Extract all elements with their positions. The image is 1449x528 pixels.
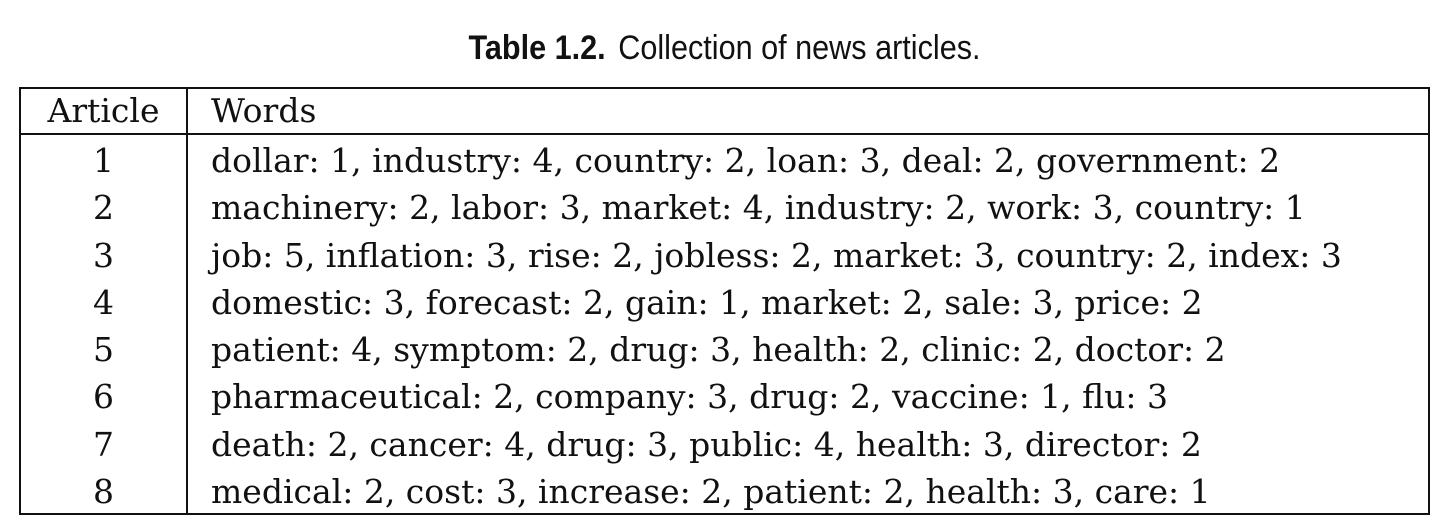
article-number: 1 [93, 141, 114, 180]
table-row: 1 dollar: 1, industry: 4, country: 2, lo… [21, 137, 1428, 184]
table-body: 1 dollar: 1, industry: 4, country: 2, lo… [21, 137, 1428, 515]
table-caption: Table 1.2. Collection of news articles. [72, 28, 1376, 68]
table-row: 5 patient: 4, symptom: 2, drug: 3, healt… [21, 326, 1428, 373]
article-number: 2 [93, 188, 114, 228]
article-number: 5 [93, 330, 114, 370]
article-words: medical: 2, cost: 3, increase: 2, patien… [211, 472, 1211, 512]
article-number: 4 [93, 282, 114, 322]
table-row: 4 domestic: 3, forecast: 2, gain: 1, mar… [21, 279, 1428, 326]
table-caption-text: Collection of news articles. [618, 29, 981, 67]
table-header-row: Article Words [21, 89, 1428, 135]
table-row: 7 death: 2, cancer: 4, drug: 3, public: … [21, 421, 1428, 468]
column-divider [186, 89, 188, 513]
article-words: domestic: 3, forecast: 2, gain: 1, marke… [211, 282, 1203, 322]
article-number: 6 [93, 377, 114, 417]
article-words: death: 2, cancer: 4, drug: 3, public: 4,… [211, 424, 1202, 464]
article-words: patient: 4, symptom: 2, drug: 3, health:… [211, 330, 1226, 370]
table-row: 8 medical: 2, cost: 3, increase: 2, pati… [21, 468, 1428, 515]
article-words: pharmaceutical: 2, company: 3, drug: 2, … [211, 377, 1169, 417]
article-words: machinery: 2, labor: 3, market: 4, indus… [211, 188, 1306, 228]
table-caption-label: Table 1.2. [468, 29, 606, 67]
article-words: dollar: 1, industry: 4, country: 2, loan… [211, 141, 1281, 180]
table-row: 6 pharmaceutical: 2, company: 3, drug: 2… [21, 373, 1428, 420]
table-row: 3 job: 5, inflation: 3, rise: 2, jobless… [21, 232, 1428, 279]
news-articles-table: Article Words 1 dollar: 1, industry: 4, … [19, 87, 1430, 515]
article-number: 3 [93, 235, 114, 275]
article-words: job: 5, inflation: 3, rise: 2, jobless: … [211, 235, 1342, 275]
header-words: Words [211, 91, 317, 130]
article-number: 8 [93, 472, 114, 512]
table-row: 2 machinery: 2, labor: 3, market: 4, ind… [21, 184, 1428, 231]
article-number: 7 [93, 424, 114, 464]
header-article: Article [47, 91, 160, 130]
